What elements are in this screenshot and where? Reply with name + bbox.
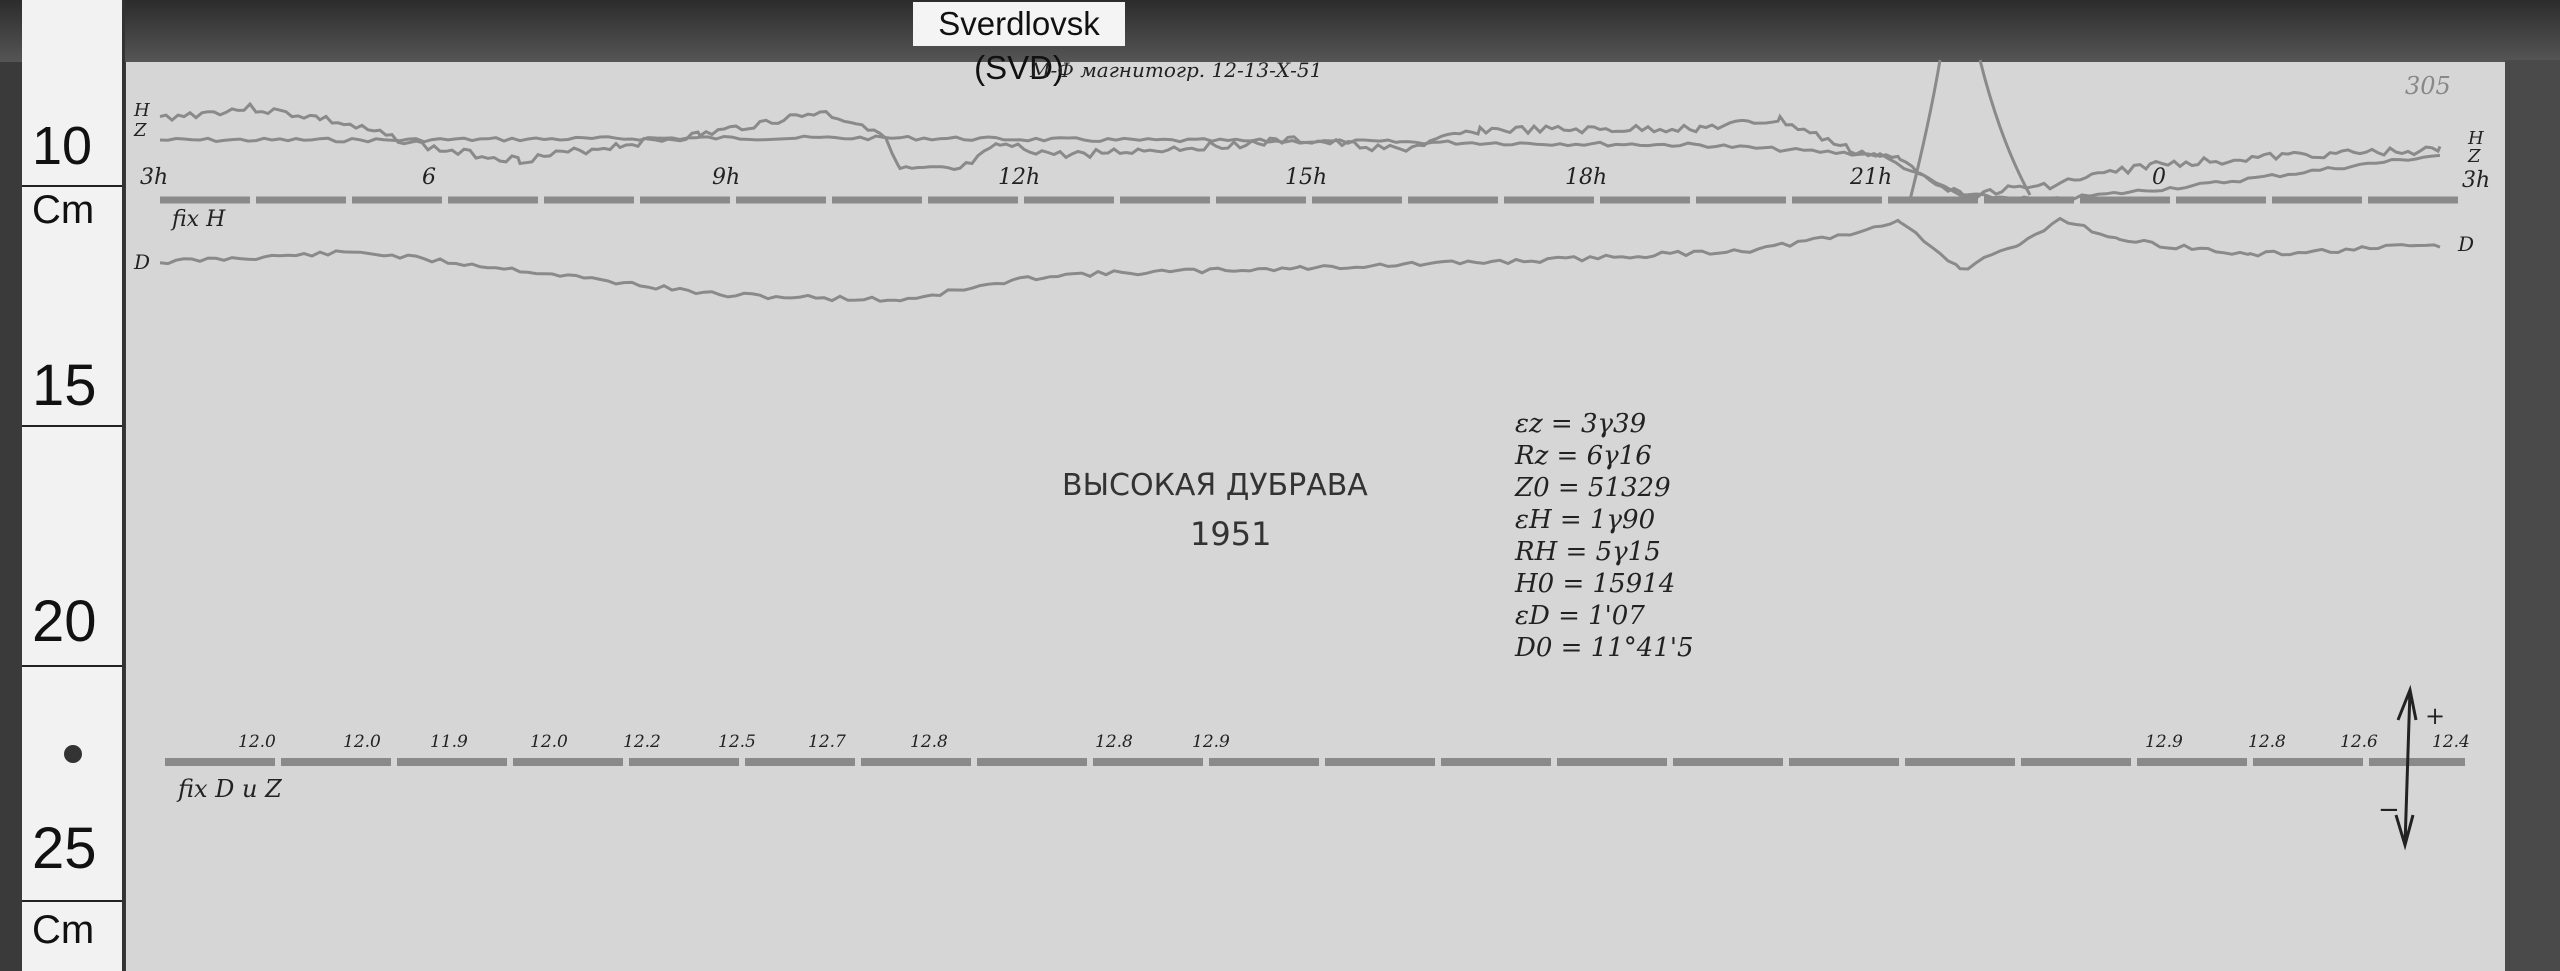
hour-label: 15h: [1285, 165, 1328, 190]
minus-sign: −: [2378, 795, 2400, 825]
direction-arrow: [2394, 684, 2418, 851]
parameter: D0 = 11°41'5: [1515, 633, 1694, 663]
fix-h-label: fix H: [172, 207, 226, 232]
baseline-value: 12.6: [2340, 732, 2378, 752]
baseline-value: 12.4: [2432, 732, 2470, 752]
baseline-value: 12.9: [1192, 732, 1230, 752]
hour-label: 0: [2152, 165, 2166, 190]
label-h-right: H: [2468, 128, 2484, 149]
baseline-value: 12.5: [718, 732, 756, 752]
ruler-mark: 25: [32, 816, 97, 881]
label-z-right: Z: [2468, 146, 2481, 167]
baseline-value: 11.9: [430, 732, 468, 752]
baseline-value: 12.8: [1095, 732, 1133, 752]
baseline-value: 12.8: [910, 732, 948, 752]
hour-label: 3h: [2462, 168, 2491, 193]
label-z: Z: [134, 120, 147, 141]
baseline-value: 12.0: [343, 732, 381, 752]
year-title: 1951: [1190, 515, 1272, 553]
parameter: Z0 = 51329: [1515, 473, 1671, 503]
parameter: εH = 1γ90: [1515, 505, 1656, 535]
parameter: H0 = 15914: [1515, 569, 1676, 599]
baseline-value: 12.8: [2248, 732, 2286, 752]
parameter: εz = 3γ39: [1515, 409, 1647, 439]
ruler-mark: 15: [32, 353, 97, 418]
ruler-unit: Cm: [32, 188, 95, 232]
board-frame-top: [0, 0, 2560, 62]
parameter: RH = 5γ15: [1515, 537, 1661, 567]
hour-label: 9h: [712, 165, 741, 190]
baseline-value: 12.7: [808, 732, 846, 752]
ruler-unit: Cm: [32, 908, 95, 952]
label-h: H: [134, 100, 150, 121]
hour-label: 6: [422, 165, 436, 190]
plus-sign: +: [2425, 702, 2446, 730]
header-note: М-Ф магнитогр. 12-13-Х-51: [1030, 58, 1323, 82]
label-d-right: D: [2458, 232, 2475, 256]
ruler: 10 Cm 15 20 25 Cm: [22, 0, 125, 971]
sheet-number: 305: [2405, 72, 2451, 100]
fix-dz-label: fix D и Z: [178, 775, 282, 803]
baseline-value: 12.9: [2145, 732, 2183, 752]
hour-label: 12h: [998, 165, 1041, 190]
board-frame-right: [2505, 60, 2560, 971]
hour-label: 3h: [140, 165, 169, 190]
ruler-mark: 10: [32, 116, 93, 176]
ruler-mark: 20: [32, 589, 97, 654]
station-label: Sverdlovsk (SVD): [913, 2, 1125, 86]
magnetogram-sheet: [126, 62, 2505, 971]
baseline-value: 12.2: [623, 732, 661, 752]
parameter: Rz = 6γ16: [1515, 441, 1652, 471]
pin-hole: [64, 745, 82, 763]
parameters-list: εz = 3γ39 Rz = 6γ16 Z0 = 51329 εH = 1γ90…: [1515, 408, 1694, 664]
baseline-value: 12.0: [530, 732, 568, 752]
hour-label: 21h: [1850, 165, 1893, 190]
place-title: ВЫСОКАЯ ДУБРАВА: [1062, 468, 1368, 503]
hour-label: 18h: [1565, 165, 1608, 190]
parameter: εD = 1'07: [1515, 601, 1645, 631]
label-d: D: [134, 250, 151, 274]
d-trace: [159, 216, 2441, 303]
storm-spike: [1908, 59, 2032, 201]
baseline-value: 12.0: [238, 732, 276, 752]
